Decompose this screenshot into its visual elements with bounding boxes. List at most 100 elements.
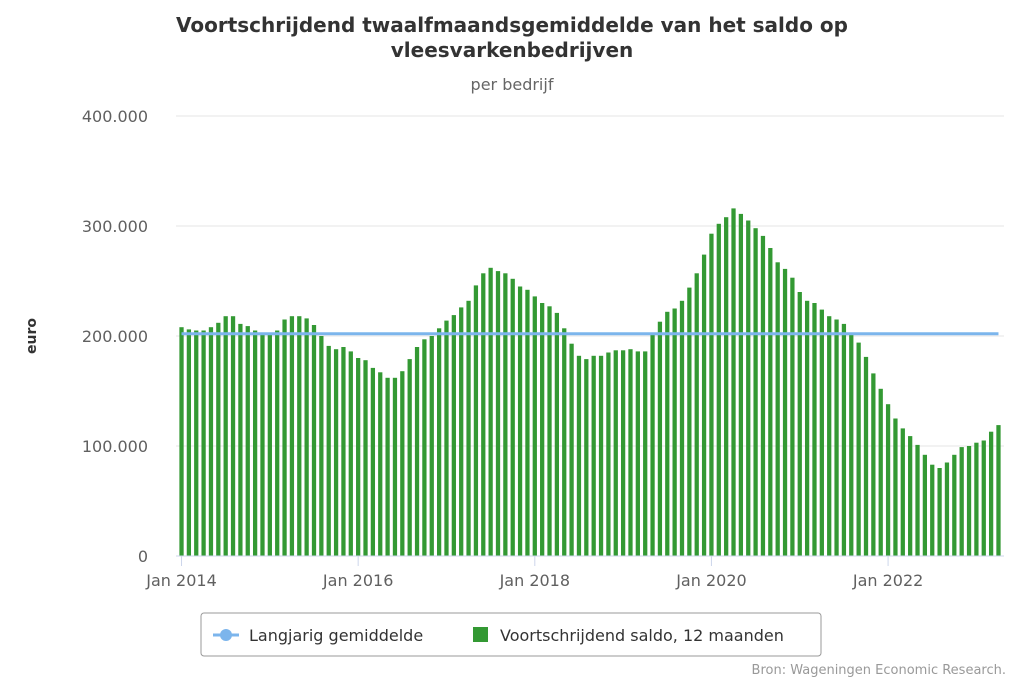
bar[interactable] [400, 371, 405, 556]
bar[interactable] [562, 328, 567, 556]
bar[interactable] [885, 404, 891, 556]
bar[interactable] [503, 273, 508, 556]
bar[interactable] [466, 300, 471, 556]
bar[interactable] [930, 464, 935, 556]
bar[interactable] [363, 360, 368, 556]
bar[interactable] [238, 323, 243, 556]
bar[interactable] [348, 351, 353, 556]
bar[interactable] [186, 329, 192, 556]
bar[interactable] [422, 339, 427, 556]
bar[interactable] [878, 388, 883, 556]
bar[interactable] [790, 277, 795, 556]
bar[interactable] [547, 306, 552, 556]
bar[interactable] [922, 454, 928, 556]
legend-item-saldo[interactable]: Voortschrijdend saldo, 12 maanden [473, 626, 784, 645]
bar[interactable] [245, 326, 250, 556]
bar[interactable] [598, 355, 604, 556]
bar[interactable] [827, 316, 832, 556]
bar[interactable] [216, 322, 221, 556]
bar[interactable] [436, 328, 442, 556]
bar[interactable] [584, 359, 589, 556]
bar[interactable] [687, 287, 692, 556]
bar[interactable] [260, 332, 265, 556]
bar[interactable] [937, 468, 942, 556]
bar[interactable] [540, 303, 545, 556]
bar[interactable] [473, 285, 479, 556]
credits[interactable]: Bron: Wageningen Economic Research. [752, 663, 1006, 678]
bar[interactable] [252, 330, 258, 557]
bar[interactable] [679, 300, 685, 556]
bar[interactable] [672, 308, 677, 557]
bar[interactable] [988, 431, 994, 556]
bar[interactable] [532, 296, 537, 556]
bar[interactable] [591, 355, 596, 556]
bar[interactable] [194, 330, 199, 557]
bar[interactable] [760, 235, 766, 556]
bar[interactable] [966, 446, 972, 556]
bar[interactable] [716, 223, 721, 557]
bar[interactable] [812, 303, 817, 556]
bar[interactable] [974, 442, 979, 556]
bar[interactable] [385, 377, 390, 556]
bar[interactable] [775, 262, 780, 556]
bar[interactable] [275, 330, 280, 557]
bar[interactable] [834, 319, 839, 557]
bar[interactable] [731, 208, 736, 556]
bar[interactable] [900, 428, 905, 556]
bar[interactable] [856, 342, 861, 556]
bar[interactable] [797, 292, 802, 556]
bar[interactable] [495, 271, 501, 556]
bar[interactable] [297, 316, 302, 556]
bar[interactable] [488, 267, 493, 556]
bar[interactable] [429, 336, 434, 556]
bar[interactable] [414, 347, 420, 556]
bar[interactable] [665, 311, 670, 556]
bar[interactable] [908, 436, 913, 556]
bar[interactable] [893, 418, 898, 557]
legend[interactable]: Langjarig gemiddelde Voortschrijdend sal… [200, 612, 822, 657]
bar[interactable] [782, 268, 788, 556]
bar[interactable] [701, 254, 707, 556]
bar[interactable] [459, 307, 464, 556]
bar[interactable] [370, 367, 376, 556]
bar[interactable] [643, 351, 648, 556]
bar[interactable] [944, 462, 950, 557]
bar[interactable] [863, 356, 869, 556]
bar[interactable] [657, 321, 663, 556]
bar[interactable] [319, 336, 324, 556]
bar[interactable] [819, 309, 824, 556]
bar[interactable] [333, 349, 339, 556]
bar[interactable] [746, 220, 751, 557]
bar[interactable] [871, 373, 876, 556]
bar[interactable] [981, 440, 986, 557]
bar[interactable] [201, 330, 206, 557]
bar[interactable] [282, 319, 287, 557]
legend-item-average[interactable]: Langjarig gemiddelde [213, 626, 423, 645]
bar[interactable] [517, 286, 523, 557]
bar[interactable] [694, 273, 699, 556]
bar[interactable] [554, 312, 560, 556]
bar[interactable] [289, 316, 295, 556]
bar[interactable] [952, 454, 957, 556]
bar[interactable] [510, 278, 515, 556]
bar[interactable] [569, 343, 574, 556]
bar[interactable] [451, 315, 456, 556]
bar[interactable] [326, 345, 331, 556]
bar[interactable] [841, 323, 847, 556]
bar[interactable] [738, 213, 744, 556]
bar[interactable] [996, 425, 1001, 556]
bar[interactable] [724, 217, 729, 556]
bar[interactable] [208, 327, 214, 556]
bar[interactable] [179, 327, 184, 556]
bar[interactable] [378, 372, 383, 556]
bar[interactable] [804, 300, 810, 556]
bar[interactable] [606, 352, 611, 557]
bar[interactable] [620, 350, 626, 556]
bar[interactable] [650, 334, 655, 556]
bar[interactable] [768, 248, 773, 556]
bar[interactable] [230, 316, 236, 556]
bar[interactable] [753, 228, 758, 556]
bar[interactable] [311, 325, 317, 556]
bar[interactable] [267, 334, 272, 556]
bar[interactable] [849, 333, 854, 556]
